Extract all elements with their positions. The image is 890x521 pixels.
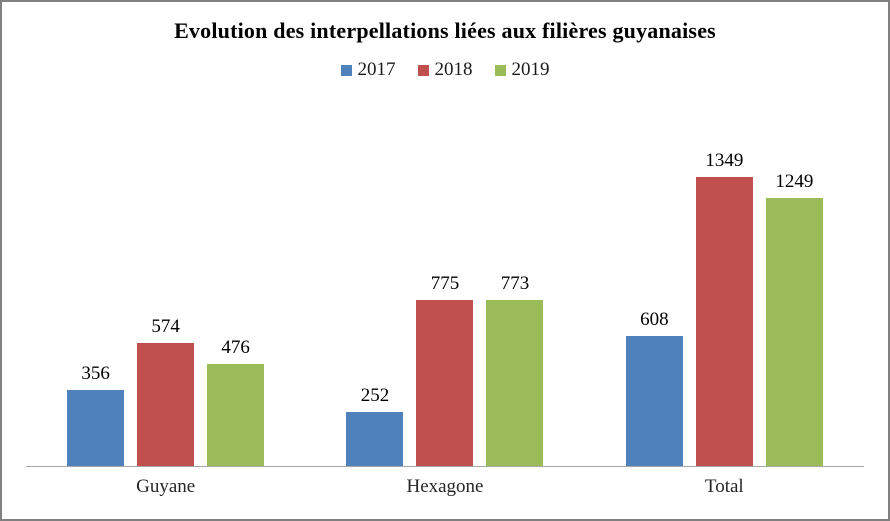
- bar-rect: [625, 335, 683, 466]
- legend-item-2017: 2017: [340, 59, 396, 81]
- legend-swatch-2019: [494, 64, 506, 76]
- bar-guyane-2019: 476: [207, 337, 265, 466]
- legend-item-2019: 2019: [494, 59, 550, 81]
- bar-hexagone-2019: 773: [486, 273, 544, 466]
- bar-value-label: 608: [640, 308, 669, 330]
- legend-swatch-2018: [417, 64, 429, 76]
- bar-guyane-2017: 356: [67, 363, 125, 466]
- bar-group-total: 608 1349 1249: [585, 150, 864, 466]
- bar-hexagone-2017: 252: [346, 385, 404, 466]
- legend: 2017 2018 2019: [2, 59, 888, 81]
- bar-rect: [137, 343, 195, 466]
- plot-area: 356 574 476 252 775 773 608 1349 1249: [26, 150, 864, 467]
- x-axis-labels: Guyane Hexagone Total: [26, 476, 864, 498]
- legend-item-2018: 2018: [417, 59, 473, 81]
- bar-value-label: 1249: [775, 171, 814, 193]
- x-label-hexagone: Hexagone: [406, 476, 484, 497]
- bar-group-hexagone: 252 775 773: [305, 166, 584, 466]
- bar-rect: [486, 300, 544, 466]
- bar-total-2017: 608: [625, 309, 683, 466]
- chart-title: Evolution des interpellations liées aux …: [174, 18, 716, 43]
- x-label-guyane: Guyane: [136, 476, 196, 497]
- bar-value-label: 476: [221, 337, 250, 358]
- legend-swatch-2017: [340, 64, 352, 76]
- bar-value-label: 1349: [705, 149, 744, 171]
- bar-rect: [67, 389, 125, 466]
- bar-value-label: 574: [151, 316, 180, 337]
- bar-value-label: 775: [430, 272, 460, 294]
- bar-rect: [207, 364, 265, 466]
- bar-total-2019: 1249: [765, 171, 823, 466]
- bar-value-label: 252: [360, 385, 390, 406]
- bar-value-label: 773: [500, 273, 530, 295]
- bar-rect: [416, 299, 474, 466]
- x-label-total: Total: [704, 476, 744, 497]
- bar-guyane-2018: 574: [137, 316, 195, 466]
- legend-label: 2018: [434, 59, 473, 80]
- legend-label: 2019: [511, 59, 550, 80]
- bar-group-guyane: 356 574 476: [26, 166, 305, 466]
- bar-value-label: 356: [81, 362, 110, 384]
- bar-rect: [346, 412, 404, 466]
- bar-hexagone-2018: 775: [416, 273, 474, 466]
- legend-label: 2017: [357, 59, 396, 80]
- bar-total-2018: 1349: [695, 150, 753, 466]
- bar-rect: [695, 176, 753, 466]
- bar-rect: [765, 198, 823, 466]
